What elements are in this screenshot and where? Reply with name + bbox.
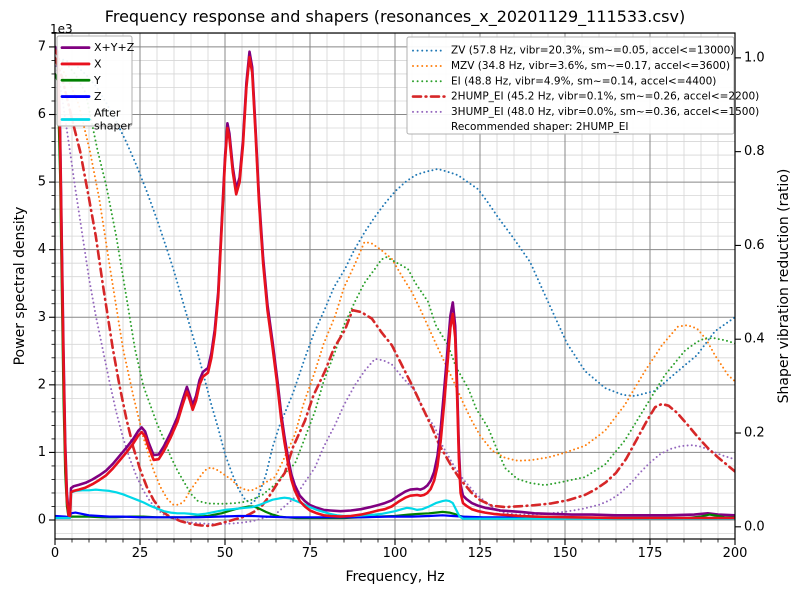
y-left-tick-label: 1 <box>38 445 46 460</box>
legend-right: ZV (57.8 Hz, vibr=20.3%, sm~=0.05, accel… <box>406 36 759 135</box>
grid-minor <box>55 33 735 539</box>
y-right-tick-label: 0.0 <box>744 519 765 534</box>
series-2hump_ei <box>55 56 735 528</box>
x-tick-label: 125 <box>468 546 493 561</box>
y-left-tick-label: 6 <box>38 107 46 122</box>
y-left-tick-label: 3 <box>38 310 46 325</box>
y-axis-label-right: Shaper vibration reduction (ratio) <box>776 168 792 404</box>
series-zv <box>55 56 735 505</box>
x-tick-label: 75 <box>302 546 319 561</box>
series-after-shaper <box>55 488 735 520</box>
y-axis-label-left: Power spectral density <box>12 206 28 366</box>
chart-title: Frequency response and shapers (resonanc… <box>104 7 686 26</box>
y-right-tick-label: 0.2 <box>744 426 765 441</box>
legend-left-box <box>56 35 133 127</box>
legend-left-label: shaper <box>94 120 132 133</box>
y-left-tick-label: 7 <box>38 39 46 54</box>
series-z <box>55 511 735 520</box>
y-left-tick-label: 0 <box>38 513 46 528</box>
legend-right-label: MZV (34.8 Hz, vibr=3.6%, sm~=0.17, accel… <box>451 60 730 72</box>
legend-left-label: Z <box>94 90 102 103</box>
y-right-tick-label: 0.6 <box>744 238 765 253</box>
y-right-tick-label: 1.0 <box>744 50 765 65</box>
y-axis-offset-label: 1e3 <box>50 22 73 36</box>
x-tick-label: 25 <box>132 546 149 561</box>
y-left-tick-label: 4 <box>38 242 46 257</box>
legend-left-label: Y <box>93 74 101 87</box>
x-tick-label: 100 <box>383 546 408 561</box>
x-tick-label: 150 <box>553 546 578 561</box>
x-tick-label: 175 <box>638 546 663 561</box>
legend-right-box <box>406 36 735 135</box>
y-left-tick-label: 5 <box>38 175 46 190</box>
legend-left-label: X+Y+Z <box>94 41 135 54</box>
x-tick-label: 0 <box>51 546 59 561</box>
legend-right-label: 2HUMP_EI (45.2 Hz, vibr=0.1%, sm~=0.26, … <box>451 91 759 103</box>
legend-right-footer: Recommended shaper: 2HUMP_EI <box>451 121 629 133</box>
y-right-tick-label: 0.4 <box>744 332 765 347</box>
series-mzv <box>55 56 735 506</box>
tick-labels: 0 25 50 75 100 125 150 175 200 0 1 2 3 4 5 6 7 0.0 0.2 0.4 0… <box>38 39 765 561</box>
y-left-tick-label: 2 <box>38 377 46 392</box>
ticks <box>49 33 741 545</box>
series-ei <box>55 56 735 505</box>
series-x <box>55 48 735 520</box>
legend-left-label: X <box>94 57 102 70</box>
legend-right-label: ZV (57.8 Hz, vibr=20.3%, sm~=0.05, accel… <box>451 45 734 57</box>
legend-right-label: 3HUMP_EI (48.0 Hz, vibr=0.0%, sm~=0.36, … <box>451 106 759 118</box>
x-tick-label: 50 <box>217 546 234 561</box>
x-axis-label: Frequency, Hz <box>345 569 445 585</box>
legend-right-label: EI (48.8 Hz, vibr=4.9%, sm~=0.14, accel<… <box>451 75 716 87</box>
legend-left-label: After <box>94 106 121 119</box>
x-tick-label: 200 <box>723 546 748 561</box>
series-group <box>55 45 735 528</box>
y-right-tick-label: 0.8 <box>744 144 765 159</box>
